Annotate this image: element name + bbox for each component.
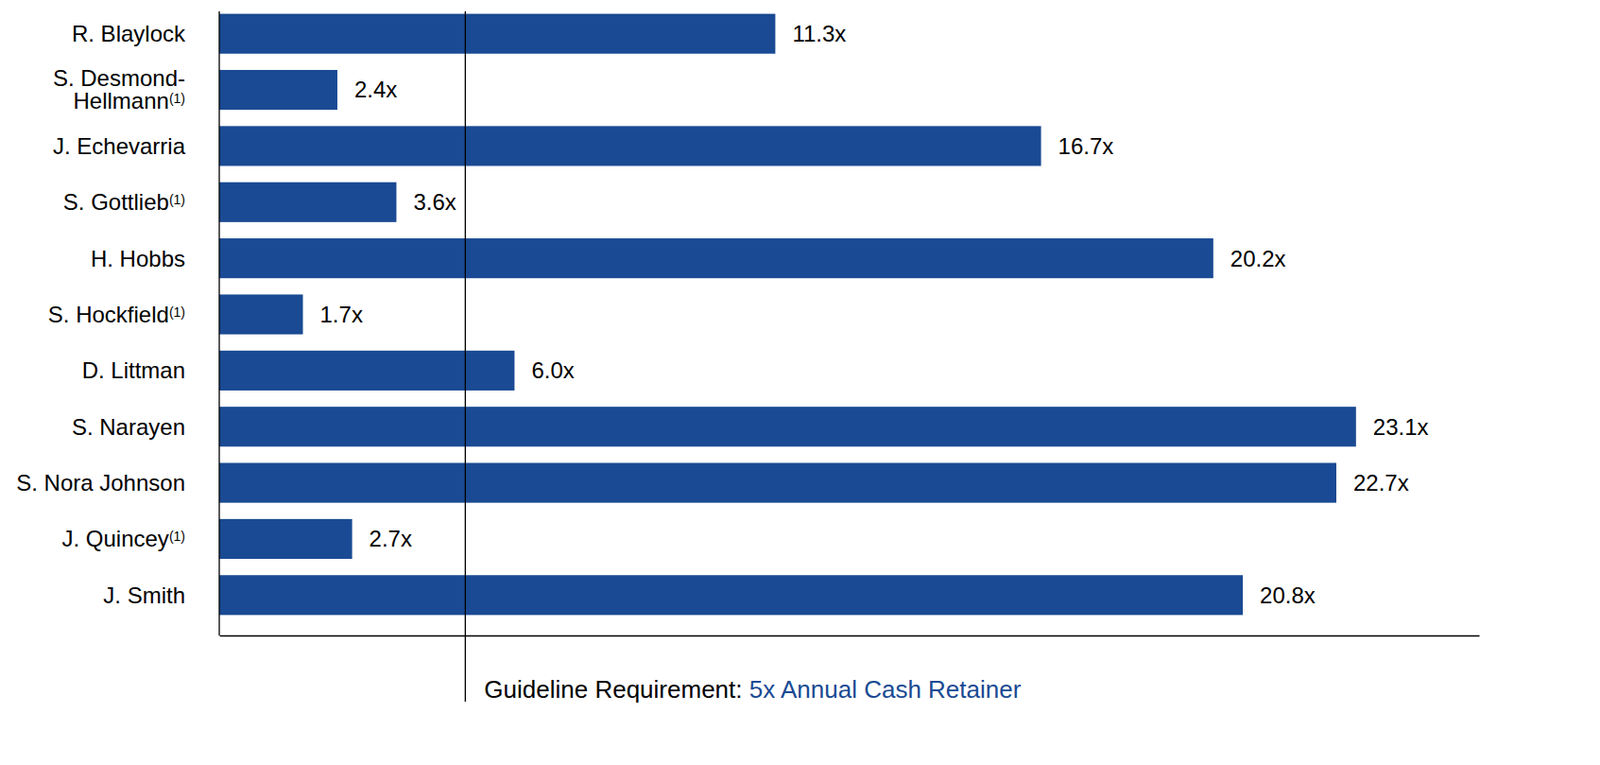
bar xyxy=(219,14,775,54)
label-line: R. Blaylock xyxy=(71,20,187,47)
bar xyxy=(219,125,1042,166)
category-label: J. Smith xyxy=(103,582,186,608)
category-label: D. Littman xyxy=(82,357,186,383)
label-line: S. Nora Johnson xyxy=(16,469,186,496)
bar xyxy=(219,574,1243,615)
data-label: 22.7x xyxy=(1353,469,1410,496)
data-labels: 11.3x 2.4x 16.7x 3.6x 20.2x 1.7x 6.0x 23.1x 22.7… xyxy=(320,20,1429,608)
label-line: D. Littman xyxy=(82,357,186,383)
bar xyxy=(219,293,304,334)
label-line: J. Quincey xyxy=(61,525,169,551)
data-label: 6.0x xyxy=(531,357,574,383)
data-label: 2.4x xyxy=(354,76,397,103)
bar xyxy=(219,182,396,223)
category-label: J. Echevarria xyxy=(52,133,187,159)
data-label: 20.8x xyxy=(1259,582,1316,608)
category-label: H. Hobbs xyxy=(90,245,186,272)
reference-line xyxy=(464,11,466,702)
bar xyxy=(219,463,1337,503)
data-label: 23.1x xyxy=(1373,413,1429,440)
category-label: S. Gottlieb(1) xyxy=(63,189,186,215)
reference: Guideline Requirement: 5x Annual Cash Re… xyxy=(464,11,1021,704)
data-label: 11.3x xyxy=(791,20,846,47)
category-label: S. Narayen xyxy=(71,413,186,440)
bar xyxy=(219,238,1214,278)
x-axis-line xyxy=(220,635,1480,637)
label-line: S. Narayen xyxy=(71,413,186,440)
bar xyxy=(219,518,353,559)
bar xyxy=(219,406,1357,447)
reference-highlight: 5x Annual Cash Retainer xyxy=(749,674,1022,704)
data-label: 16.7x xyxy=(1058,133,1115,159)
label-line: H. Hobbs xyxy=(90,245,186,272)
data-label: 3.6x xyxy=(412,189,456,215)
label-line: S. Desmond- xyxy=(52,65,186,91)
bar xyxy=(219,69,338,110)
label-line: S. Gottlieb xyxy=(63,189,170,215)
data-label: 20.2x xyxy=(1230,245,1287,272)
category-label: S. Nora Johnson xyxy=(16,469,186,496)
bar xyxy=(219,350,515,391)
chart: R. BlaylockS. Desmond-Hellmann(1)J. Eche… xyxy=(0,0,1600,765)
footnote-mark: (1) xyxy=(169,91,186,107)
category-labels: R. BlaylockS. Desmond-Hellmann(1)J. Eche… xyxy=(16,20,187,608)
category-label: S. Desmond-Hellmann(1) xyxy=(52,65,186,114)
data-label: 1.7x xyxy=(320,301,363,327)
x-axis xyxy=(220,635,1480,637)
data-label: 2.7x xyxy=(369,525,413,551)
y-axis-line xyxy=(218,11,220,636)
footnote-mark: (1) xyxy=(169,529,186,545)
reference-label: Guideline Requirement: 5x Annual Cash Re… xyxy=(483,674,1021,704)
bars xyxy=(219,14,1357,616)
category-label: J. Quincey(1) xyxy=(61,525,186,551)
label-line: J. Smith xyxy=(103,582,186,608)
label-line: Hellmann xyxy=(72,87,169,114)
reference-text: Guideline Requirement: xyxy=(483,674,749,704)
label-line: S. Hockfield xyxy=(48,301,170,327)
label-line: J. Echevarria xyxy=(52,133,187,159)
footnote-mark: (1) xyxy=(169,192,186,208)
category-label: S. Hockfield(1) xyxy=(48,301,186,327)
category-label: R. Blaylock xyxy=(71,20,187,47)
footnote-mark: (1) xyxy=(169,304,186,320)
